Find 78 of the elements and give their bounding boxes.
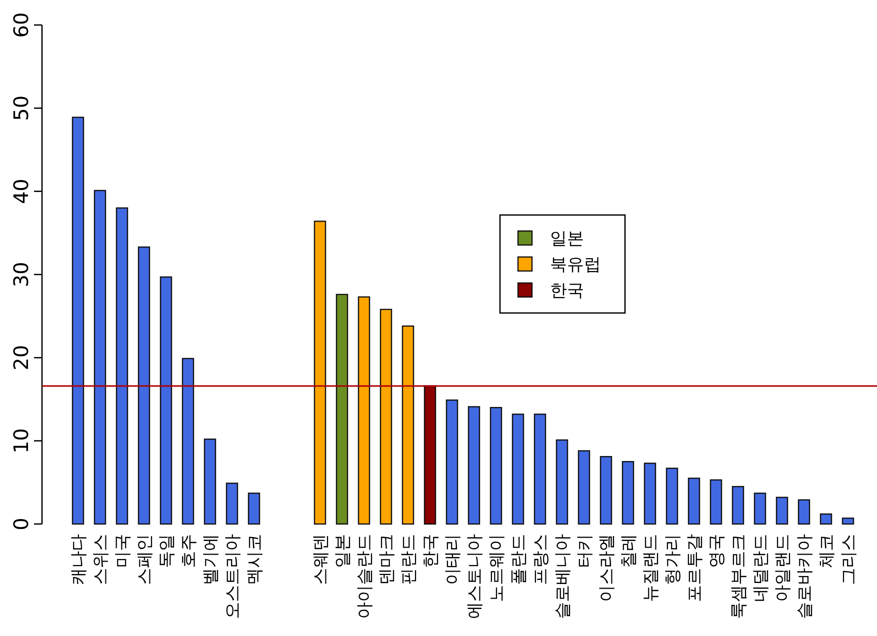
bar: [622, 461, 634, 525]
bar: [776, 496, 788, 525]
bar: [600, 456, 612, 525]
bar: [226, 482, 238, 525]
bar: [688, 478, 700, 525]
x-tick-label: 덴마크: [377, 534, 397, 585]
x-tick-label: 뉴질랜드: [641, 534, 661, 602]
bar: [798, 499, 810, 525]
x-tick-label: 폴란드: [509, 534, 529, 585]
bar: [402, 325, 414, 525]
x-tick-label: 그리스: [839, 534, 859, 585]
x-tick-label: 핀란드: [399, 534, 419, 585]
x-tick-label: 미국: [113, 534, 133, 568]
bar: [182, 358, 194, 525]
bar: [314, 220, 326, 525]
x-tick-label: 프랑스: [531, 534, 551, 585]
x-tick-label: 일본: [333, 534, 353, 568]
bar: [842, 518, 854, 525]
bar: [512, 414, 524, 525]
legend-label: 한국: [550, 281, 584, 301]
y-tick-label: 0: [9, 518, 33, 530]
bar: [732, 486, 744, 525]
x-tick-label: 호주: [179, 534, 199, 568]
bar: [248, 492, 260, 525]
bar: [138, 246, 150, 525]
bar: [490, 406, 502, 525]
y-tick-label: 30: [9, 262, 33, 288]
x-tick-label: 독일: [157, 534, 177, 568]
bar: [160, 276, 172, 525]
y-tick-label: 60: [9, 12, 33, 38]
x-tick-label: 한국: [421, 534, 441, 568]
x-tick-label: 슬로바키아: [795, 534, 815, 619]
bar: [666, 468, 678, 525]
bar: [446, 399, 458, 525]
bar: [116, 207, 128, 525]
x-tick-label: 에스토니아: [465, 534, 485, 619]
bar: [336, 294, 348, 525]
x-tick-label: 룩셈부르크: [729, 534, 749, 619]
x-tick-label: 벨기에: [201, 534, 221, 585]
bar: [534, 414, 546, 525]
x-tick-label: 슬로베니아: [553, 534, 573, 619]
x-tick-label: 터키: [575, 534, 595, 568]
bar: [578, 450, 590, 525]
bar: [754, 492, 766, 525]
bar: [468, 406, 480, 525]
bar: [710, 479, 722, 525]
x-tick-label: 네덜란드: [751, 534, 771, 602]
x-tick-label: 스페인: [135, 534, 155, 585]
legend-label: 북유럽: [550, 255, 601, 275]
y-tick-label: 20: [9, 344, 33, 370]
bar: [820, 513, 832, 525]
x-tick-label: 아이슬란드: [355, 534, 375, 619]
bar: [380, 308, 392, 525]
bar: [424, 385, 436, 525]
x-tick-label: 영국: [707, 534, 727, 568]
x-tick-label: 포르투갈: [685, 534, 705, 602]
x-tick-label: 이스라엘: [597, 534, 617, 602]
legend-label: 일본: [550, 229, 584, 249]
x-tick-label: 캐나다: [69, 534, 89, 585]
x-tick-label: 체코: [817, 534, 837, 568]
x-tick-label: 오스트리아: [223, 534, 243, 619]
bar: [556, 439, 568, 525]
bar: [358, 296, 370, 525]
x-tick-label: 스위스: [91, 534, 111, 585]
x-tick-label: 노르웨이: [487, 534, 507, 602]
y-tick-label: 50: [9, 95, 33, 121]
x-tick-label: 스웨덴: [311, 534, 331, 585]
y-tick-label: 10: [9, 428, 33, 454]
x-tick-label: 아일랜드: [773, 534, 793, 602]
bar: [204, 438, 216, 525]
x-tick-label: 헝가리: [663, 534, 683, 585]
x-tick-label: 칠레: [619, 534, 639, 568]
y-tick-label: 40: [9, 178, 33, 204]
bar: [644, 462, 656, 525]
x-tick-label: 멕시코: [245, 534, 265, 585]
x-tick-label: 이태리: [443, 534, 463, 585]
bar: [72, 116, 84, 525]
bar: [94, 190, 106, 525]
